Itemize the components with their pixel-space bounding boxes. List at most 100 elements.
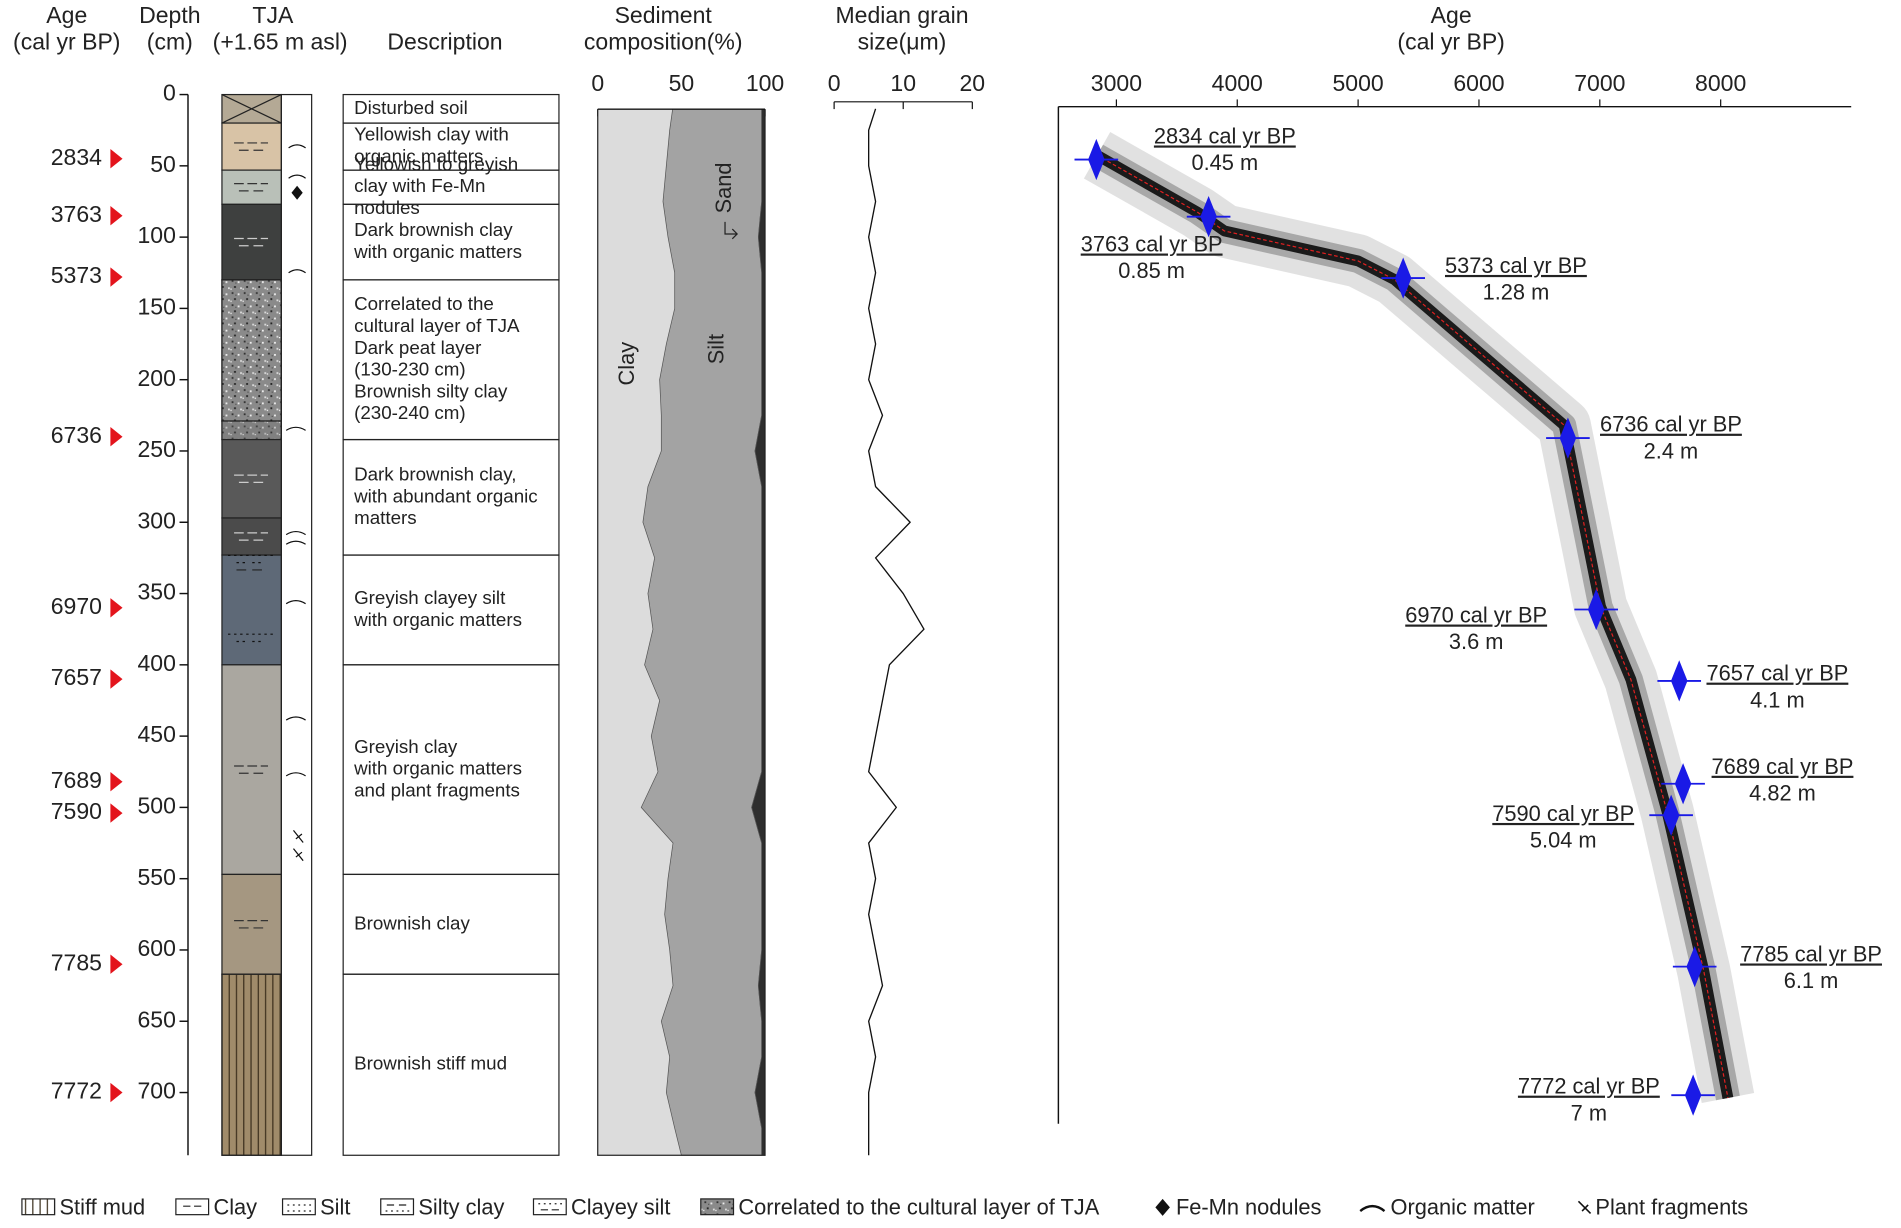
lithology-pattern	[234, 237, 269, 247]
y-tick-label: 100	[137, 222, 175, 248]
lithology-pattern	[234, 142, 269, 151]
date-label: 3763	[51, 201, 102, 227]
description-text: nodules	[354, 197, 420, 218]
legend-symbol	[1359, 1204, 1386, 1213]
description-text: Yellowish to greyish	[354, 153, 518, 174]
legend-pattern	[287, 1204, 312, 1212]
header: (+1.65 m asl)	[213, 29, 348, 55]
date-label: 7590 cal yr BP	[1492, 801, 1634, 826]
legend-item: Silt	[281, 1194, 350, 1219]
lithology-pattern	[234, 920, 269, 929]
legend-symbol	[1155, 1198, 1170, 1216]
lithology-pattern	[221, 420, 282, 441]
lithology-unit	[221, 873, 282, 975]
date-distribution	[1649, 794, 1693, 836]
legend-swatch	[175, 1198, 210, 1216]
legend-item: Silty clay	[380, 1194, 504, 1219]
lithology-pattern	[234, 474, 269, 484]
lithology-unit	[221, 203, 282, 281]
series-label: Sand	[711, 162, 736, 213]
description-text: organic matters	[354, 145, 483, 166]
header: Description	[387, 29, 502, 55]
grain-size-line	[868, 108, 925, 1156]
description-text: (230-240 cm)	[354, 402, 466, 423]
depth-label: 0.45 m	[1191, 150, 1258, 175]
y-tick-label: 50	[150, 151, 176, 177]
y-tick-label: 400	[137, 650, 175, 676]
date-distribution	[1574, 588, 1619, 631]
date-marker	[110, 598, 123, 618]
date-label: 7772	[51, 1078, 102, 1104]
description-text: and plant fragments	[354, 779, 520, 800]
description-text: matters	[354, 507, 417, 528]
description-text: Dark peat layer	[354, 337, 481, 358]
header: Age	[46, 2, 87, 28]
lithology-unit	[221, 664, 282, 876]
date-marker	[110, 149, 123, 169]
x-tick-label: 20	[960, 70, 986, 96]
x-tick-label: 4000	[1212, 70, 1263, 96]
date-label: 7689 cal yr BP	[1712, 754, 1854, 779]
legend-item: Stiff mud	[21, 1194, 145, 1219]
sand-arrow	[724, 221, 739, 240]
description-text: Brownish silty clay	[354, 380, 508, 401]
x-tick-label: 50	[669, 70, 695, 96]
description-text: (130-230 cm)	[354, 359, 466, 380]
lithology-pattern	[234, 532, 269, 541]
legend-item: Organic matter	[1359, 1194, 1535, 1219]
organic-symbol	[285, 426, 306, 431]
organic-symbol	[285, 530, 306, 536]
date-label: 7590	[51, 798, 102, 824]
lithology-pattern	[221, 94, 282, 124]
organic-symbol	[288, 269, 306, 274]
legend-label: Correlated to the cultural layer of TJA	[738, 1194, 1099, 1219]
description-box	[342, 973, 560, 1156]
description-text: Dark brownish clay,	[354, 463, 516, 484]
date-distribution	[1186, 196, 1231, 238]
depth-label: 4.82 m	[1749, 780, 1816, 805]
composition-mask	[596, 93, 767, 110]
x-tick-label: 10	[890, 70, 916, 96]
date-label: 6970 cal yr BP	[1405, 603, 1547, 628]
lithology-pattern	[228, 554, 277, 564]
date-label: 7772 cal yr BP	[1518, 1074, 1660, 1099]
legend-swatch	[281, 1198, 316, 1216]
date-distribution	[1546, 417, 1590, 459]
organic-symbol	[288, 144, 306, 149]
x-tick-label: 6000	[1453, 70, 1504, 96]
legend-label: Clay	[213, 1194, 257, 1219]
date-marker	[110, 669, 123, 689]
description-text: Dark brownish clay	[354, 219, 513, 240]
legend-label: Plant fragments	[1595, 1194, 1748, 1219]
chart-title: composition(%)	[584, 29, 743, 55]
series-label: Silt	[704, 334, 729, 364]
chart-title: Age	[1431, 2, 1472, 28]
legend-item: Clay	[175, 1194, 257, 1219]
header: TJA	[252, 2, 294, 28]
y-tick-label: 700	[137, 1078, 175, 1104]
date-label: 6736	[51, 422, 102, 448]
lithology-unit	[221, 517, 282, 556]
header: (cm)	[147, 29, 193, 55]
date-marker	[110, 427, 123, 447]
legend-label: Organic matter	[1391, 1194, 1535, 1219]
depth-label: 6.1 m	[1784, 968, 1839, 993]
depth-label: 7 m	[1571, 1100, 1607, 1125]
description-text: Disturbed soil	[354, 97, 468, 118]
header: Depth	[139, 2, 200, 28]
y-tick-label: 600	[137, 935, 175, 961]
date-marker	[110, 267, 123, 287]
x-tick-label: 100	[746, 70, 784, 96]
description-text: cultural layer of TJA	[354, 315, 520, 336]
legend-item: Correlated to the cultural layer of TJA	[700, 1194, 1100, 1219]
description-text: with organic matters	[353, 609, 522, 630]
description-text: with organic matters	[353, 758, 522, 779]
date-label: 3763 cal yr BP	[1081, 232, 1223, 257]
date-marker	[110, 803, 123, 823]
chart-title: Median grain	[835, 2, 968, 28]
date-label: 6736 cal yr BP	[1600, 412, 1742, 437]
date-label: 2834	[51, 144, 102, 170]
description-text: Brownish stiff mud	[354, 1053, 507, 1074]
legend-swatch	[532, 1198, 567, 1216]
y-tick-label: 350	[137, 579, 175, 605]
